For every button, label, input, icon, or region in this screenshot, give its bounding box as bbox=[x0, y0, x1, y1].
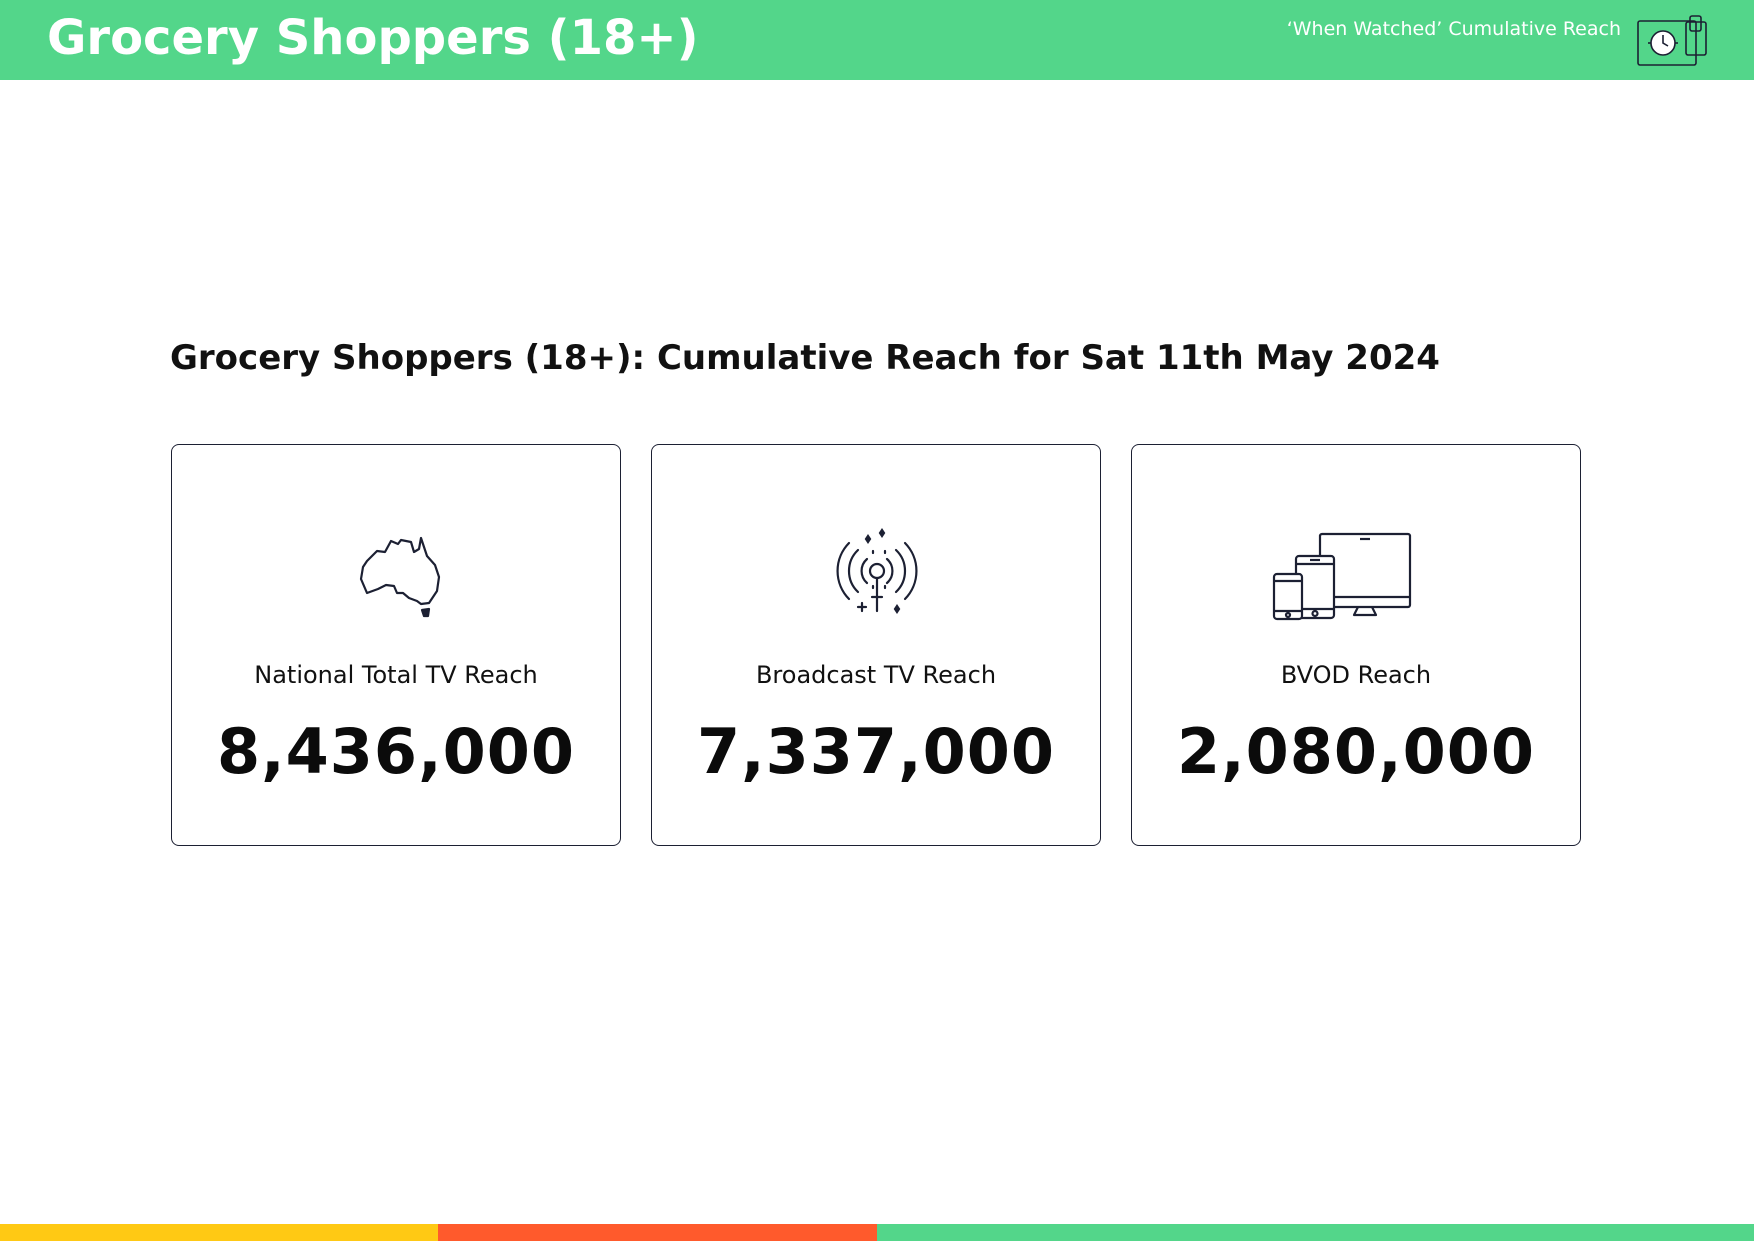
card-broadcast-tv-reach: Broadcast TV Reach 7,337,000 bbox=[651, 444, 1101, 846]
page-title: Grocery Shoppers (18+) bbox=[47, 10, 699, 66]
clock-devices-icon bbox=[1637, 15, 1707, 66]
broadcast-antenna-icon bbox=[836, 528, 918, 614]
footer-bar-orange bbox=[438, 1224, 877, 1241]
card-label: National Total TV Reach bbox=[254, 661, 538, 689]
section-title: Grocery Shoppers (18+): Cumulative Reach… bbox=[170, 338, 1440, 378]
multi-device-icon bbox=[1272, 532, 1412, 621]
card-value: 2,080,000 bbox=[1176, 715, 1536, 788]
footer-bar-green bbox=[877, 1224, 1754, 1241]
card-value: 8,436,000 bbox=[216, 715, 576, 788]
card-label: BVOD Reach bbox=[1280, 661, 1432, 689]
header-subtitle: ‘When Watched’ Cumulative Reach bbox=[1286, 18, 1621, 40]
card-national-total-tv-reach: National Total TV Reach 8,436,000 bbox=[171, 444, 621, 846]
card-value: 7,337,000 bbox=[696, 715, 1056, 788]
card-bvod-reach: BVOD Reach 2,080,000 bbox=[1131, 444, 1581, 846]
footer-bar-yellow bbox=[0, 1224, 438, 1241]
header-bar: Grocery Shoppers (18+) ‘When Watched’ Cu… bbox=[0, 0, 1754, 80]
australia-map-icon bbox=[359, 536, 441, 618]
card-label: Broadcast TV Reach bbox=[755, 661, 997, 689]
